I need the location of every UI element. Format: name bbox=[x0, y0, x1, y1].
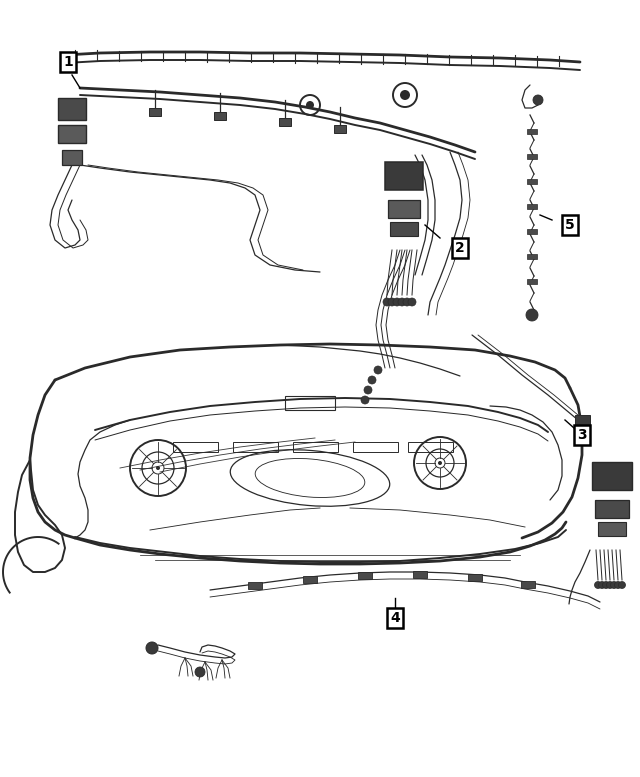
Circle shape bbox=[533, 95, 543, 105]
Circle shape bbox=[408, 298, 416, 306]
Bar bbox=[62, 150, 82, 165]
Bar bbox=[334, 125, 346, 133]
Circle shape bbox=[438, 461, 442, 465]
Circle shape bbox=[156, 466, 160, 470]
Bar bbox=[390, 222, 418, 236]
Circle shape bbox=[400, 90, 410, 100]
Circle shape bbox=[393, 298, 401, 306]
Circle shape bbox=[374, 366, 382, 374]
Bar bbox=[353, 442, 398, 452]
Bar bbox=[293, 442, 338, 452]
Bar bbox=[527, 179, 537, 184]
Bar bbox=[592, 462, 632, 490]
Bar bbox=[575, 415, 590, 425]
Bar bbox=[527, 154, 537, 159]
Text: 5: 5 bbox=[565, 218, 575, 232]
Bar bbox=[527, 204, 537, 209]
Bar bbox=[521, 581, 535, 588]
Text: 2: 2 bbox=[455, 241, 465, 255]
Bar bbox=[413, 571, 427, 578]
Circle shape bbox=[146, 642, 158, 654]
Bar bbox=[248, 582, 262, 589]
Bar bbox=[388, 200, 420, 218]
Bar bbox=[58, 125, 86, 143]
Circle shape bbox=[306, 101, 314, 109]
Bar bbox=[149, 108, 161, 116]
Circle shape bbox=[614, 581, 621, 588]
Circle shape bbox=[364, 386, 372, 394]
Circle shape bbox=[398, 298, 406, 306]
Bar bbox=[527, 229, 537, 234]
Bar bbox=[358, 572, 372, 579]
Bar bbox=[214, 112, 226, 120]
Circle shape bbox=[403, 298, 411, 306]
Circle shape bbox=[611, 581, 618, 588]
Circle shape bbox=[607, 581, 614, 588]
Bar bbox=[303, 576, 317, 583]
Bar bbox=[595, 500, 629, 518]
Bar bbox=[408, 442, 453, 452]
Bar bbox=[58, 98, 86, 120]
Circle shape bbox=[595, 581, 602, 588]
Circle shape bbox=[361, 396, 369, 404]
Text: 3: 3 bbox=[577, 428, 587, 442]
Circle shape bbox=[388, 298, 396, 306]
Circle shape bbox=[195, 667, 205, 677]
Bar bbox=[598, 522, 626, 536]
Bar bbox=[527, 129, 537, 134]
Bar bbox=[468, 574, 482, 581]
Bar bbox=[527, 279, 537, 284]
Bar bbox=[279, 118, 291, 126]
Bar bbox=[285, 396, 335, 410]
Circle shape bbox=[598, 581, 605, 588]
Circle shape bbox=[383, 298, 391, 306]
Text: 4: 4 bbox=[390, 611, 400, 625]
Circle shape bbox=[368, 376, 376, 384]
Bar bbox=[385, 162, 423, 190]
Bar bbox=[233, 442, 278, 452]
Bar bbox=[173, 442, 218, 452]
Circle shape bbox=[526, 309, 538, 321]
Text: 1: 1 bbox=[63, 55, 73, 69]
Circle shape bbox=[602, 581, 609, 588]
Bar bbox=[527, 254, 537, 259]
Circle shape bbox=[618, 581, 625, 588]
